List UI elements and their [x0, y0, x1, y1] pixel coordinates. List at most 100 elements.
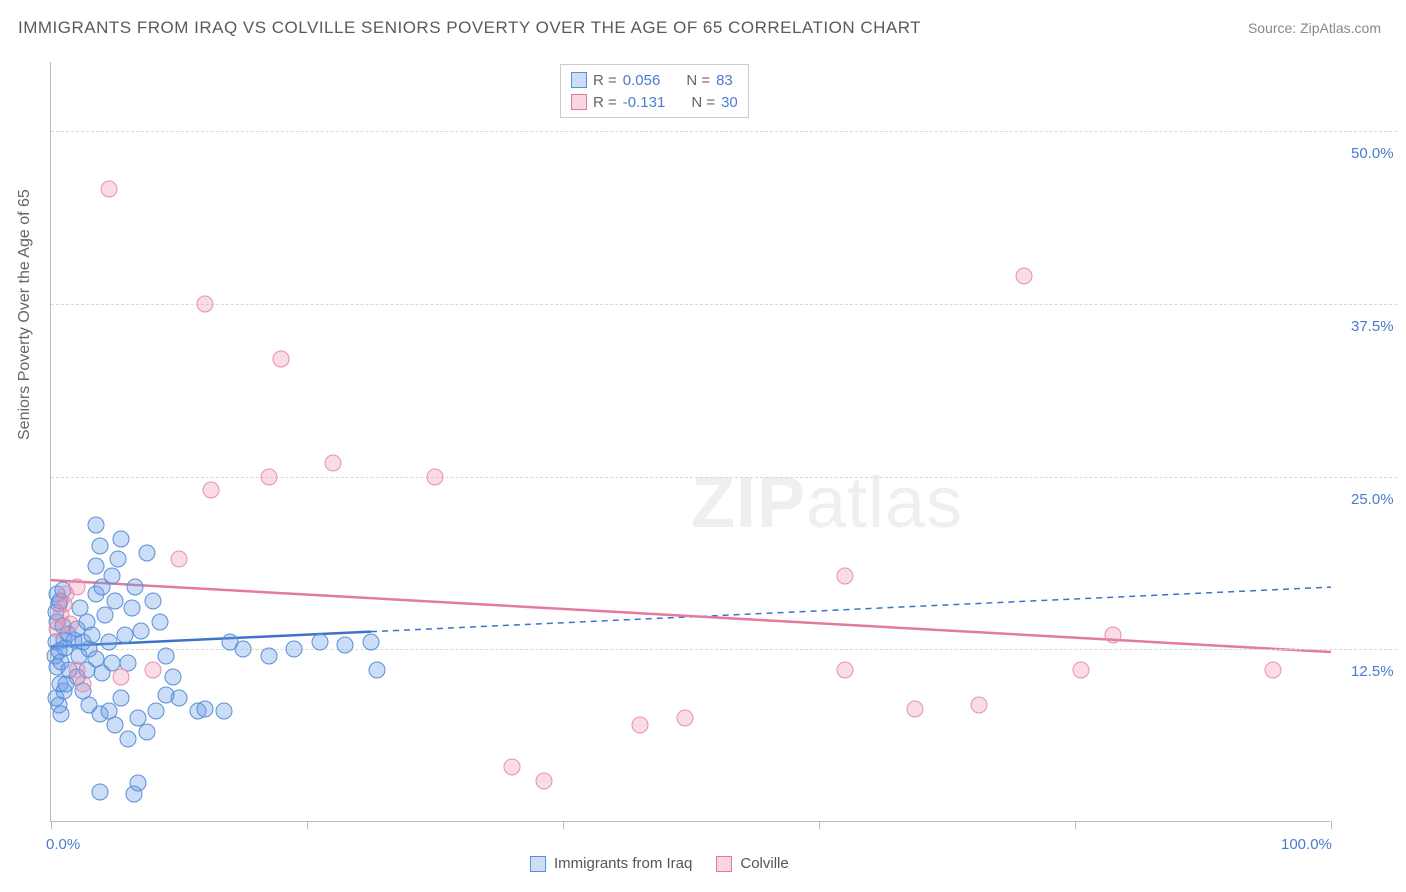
scatter-point: [113, 530, 130, 547]
scatter-point: [119, 731, 136, 748]
scatter-point: [107, 592, 124, 609]
scatter-point: [203, 482, 220, 499]
watermark: ZIPatlas: [691, 462, 963, 544]
scatter-point: [196, 295, 213, 312]
scatter-point: [260, 468, 277, 485]
legend-series-item: Immigrants from Iraq: [530, 855, 692, 872]
scatter-point: [311, 634, 328, 651]
legend-series: Immigrants from Iraq Colville: [530, 855, 789, 872]
legend-n-value: 83: [716, 72, 733, 89]
legend-r-value: -0.131: [623, 94, 666, 111]
scatter-point: [158, 648, 175, 665]
scatter-point: [107, 717, 124, 734]
scatter-point: [535, 772, 552, 789]
scatter-point: [286, 641, 303, 658]
plot-area: ZIPatlas 12.5%25.0%37.5%50.0%0.0%100.0%: [50, 62, 1330, 822]
scatter-point: [1073, 662, 1090, 679]
legend-n-value: 30: [721, 94, 738, 111]
watermark-bold: ZIP: [691, 463, 806, 543]
scatter-point: [196, 700, 213, 717]
scatter-point: [130, 775, 147, 792]
scatter-point: [139, 544, 156, 561]
scatter-point: [91, 783, 108, 800]
scatter-point: [151, 613, 168, 630]
scatter-point: [113, 689, 130, 706]
scatter-point: [147, 703, 164, 720]
legend-series-label: Immigrants from Iraq: [554, 855, 692, 872]
x-tick: [1331, 821, 1332, 829]
scatter-point: [109, 551, 126, 568]
scatter-point: [58, 675, 75, 692]
x-tick: [51, 821, 52, 829]
grid-line: [51, 477, 1397, 478]
legend-r-label: R =: [593, 72, 617, 89]
scatter-point: [1015, 268, 1032, 285]
scatter-point: [676, 710, 693, 727]
scatter-point: [631, 717, 648, 734]
scatter-point: [215, 703, 232, 720]
scatter-point: [503, 758, 520, 775]
scatter-point: [75, 675, 92, 692]
y-tick-label: 12.5%: [1351, 663, 1394, 680]
scatter-point: [235, 641, 252, 658]
scatter-point: [836, 568, 853, 585]
legend-r-value: 0.056: [623, 72, 661, 89]
legend-swatch: [716, 856, 732, 872]
x-tick: [1075, 821, 1076, 829]
legend-swatch: [530, 856, 546, 872]
legend-n-label: N =: [691, 94, 715, 111]
scatter-point: [53, 706, 70, 723]
scatter-point: [104, 568, 121, 585]
scatter-point: [139, 724, 156, 741]
trend-lines-layer: [51, 62, 1330, 821]
scatter-point: [68, 579, 85, 596]
scatter-point: [171, 551, 188, 568]
scatter-point: [132, 623, 149, 640]
scatter-point: [324, 454, 341, 471]
scatter-point: [427, 468, 444, 485]
scatter-point: [145, 592, 162, 609]
y-tick-label: 50.0%: [1351, 145, 1394, 162]
scatter-point: [363, 634, 380, 651]
y-axis-title: Seniors Poverty Over the Age of 65: [16, 189, 34, 440]
legend-series-label: Colville: [740, 855, 788, 872]
scatter-point: [96, 606, 113, 623]
scatter-point: [971, 696, 988, 713]
x-tick: [819, 821, 820, 829]
scatter-point: [260, 648, 277, 665]
scatter-point: [91, 537, 108, 554]
scatter-point: [273, 351, 290, 368]
grid-line: [51, 304, 1397, 305]
source-attribution: Source: ZipAtlas.com: [1248, 20, 1381, 36]
y-tick-label: 37.5%: [1351, 318, 1394, 335]
scatter-point: [907, 700, 924, 717]
scatter-point: [100, 634, 117, 651]
legend-swatch: [571, 72, 587, 88]
scatter-point: [83, 627, 100, 644]
scatter-point: [1265, 662, 1282, 679]
grid-line: [51, 131, 1397, 132]
x-tick: [307, 821, 308, 829]
legend-series-item: Colville: [716, 855, 788, 872]
scatter-point: [337, 637, 354, 654]
scatter-point: [1105, 627, 1122, 644]
trend-line-dashed: [371, 587, 1331, 632]
legend-n-label: N =: [686, 72, 710, 89]
scatter-point: [158, 686, 175, 703]
legend-swatch: [571, 94, 587, 110]
scatter-point: [836, 662, 853, 679]
legend-r-label: R =: [593, 94, 617, 111]
scatter-point: [127, 579, 144, 596]
legend-stats-row: R = -0.131 N = 30: [571, 91, 738, 113]
y-tick-label: 25.0%: [1351, 491, 1394, 508]
scatter-point: [87, 516, 104, 533]
scatter-point: [113, 668, 130, 685]
x-tick-label: 100.0%: [1281, 836, 1332, 853]
x-tick: [563, 821, 564, 829]
scatter-point: [164, 668, 181, 685]
scatter-point: [145, 662, 162, 679]
scatter-point: [100, 181, 117, 198]
legend-stats: R =0.056N =83R =-0.131N =30: [560, 64, 749, 118]
watermark-light: atlas: [806, 463, 963, 543]
grid-line: [51, 649, 1397, 650]
